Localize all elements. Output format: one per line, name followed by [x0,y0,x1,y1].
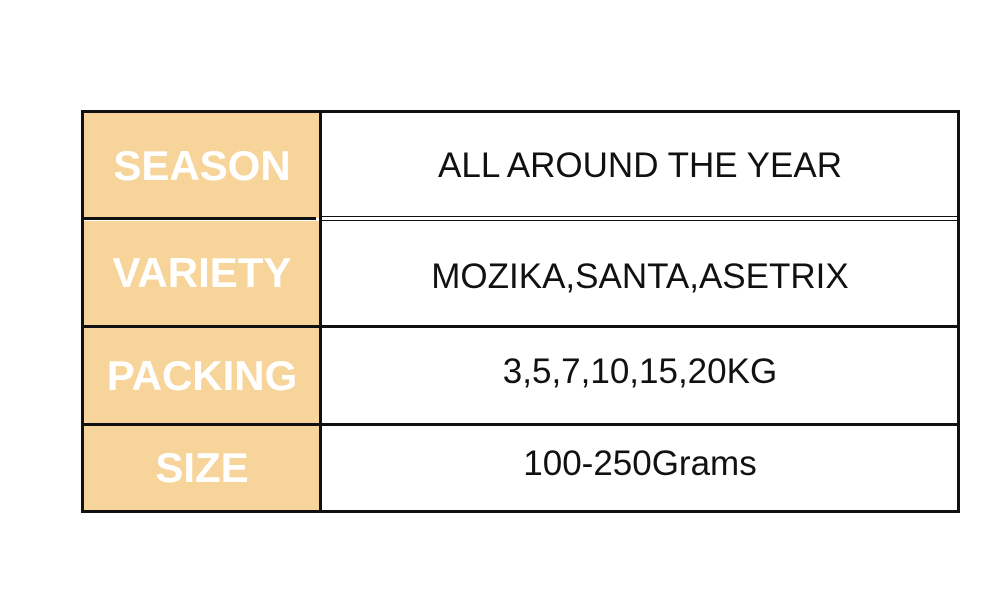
variety-value: MOZIKA,SANTA,ASETRIX [431,257,849,296]
product-spec-table: SEASON ALL AROUND THE YEAR VARIETY MOZIK… [81,110,960,513]
variety-label: VARIETY [84,221,320,325]
packing-label: PACKING [84,328,320,423]
season-label: SEASON [84,113,320,218]
row-divider [84,325,957,328]
column-divider [319,113,322,510]
size-label: SIZE [84,426,320,510]
season-value: ALL AROUND THE YEAR [438,145,842,185]
packing-value: 3,5,7,10,15,20KG [502,352,778,391]
size-value: 100-250Grams [523,444,757,483]
row-divider [84,217,316,220]
row-divider [84,423,957,426]
row-divider-double [322,216,957,221]
